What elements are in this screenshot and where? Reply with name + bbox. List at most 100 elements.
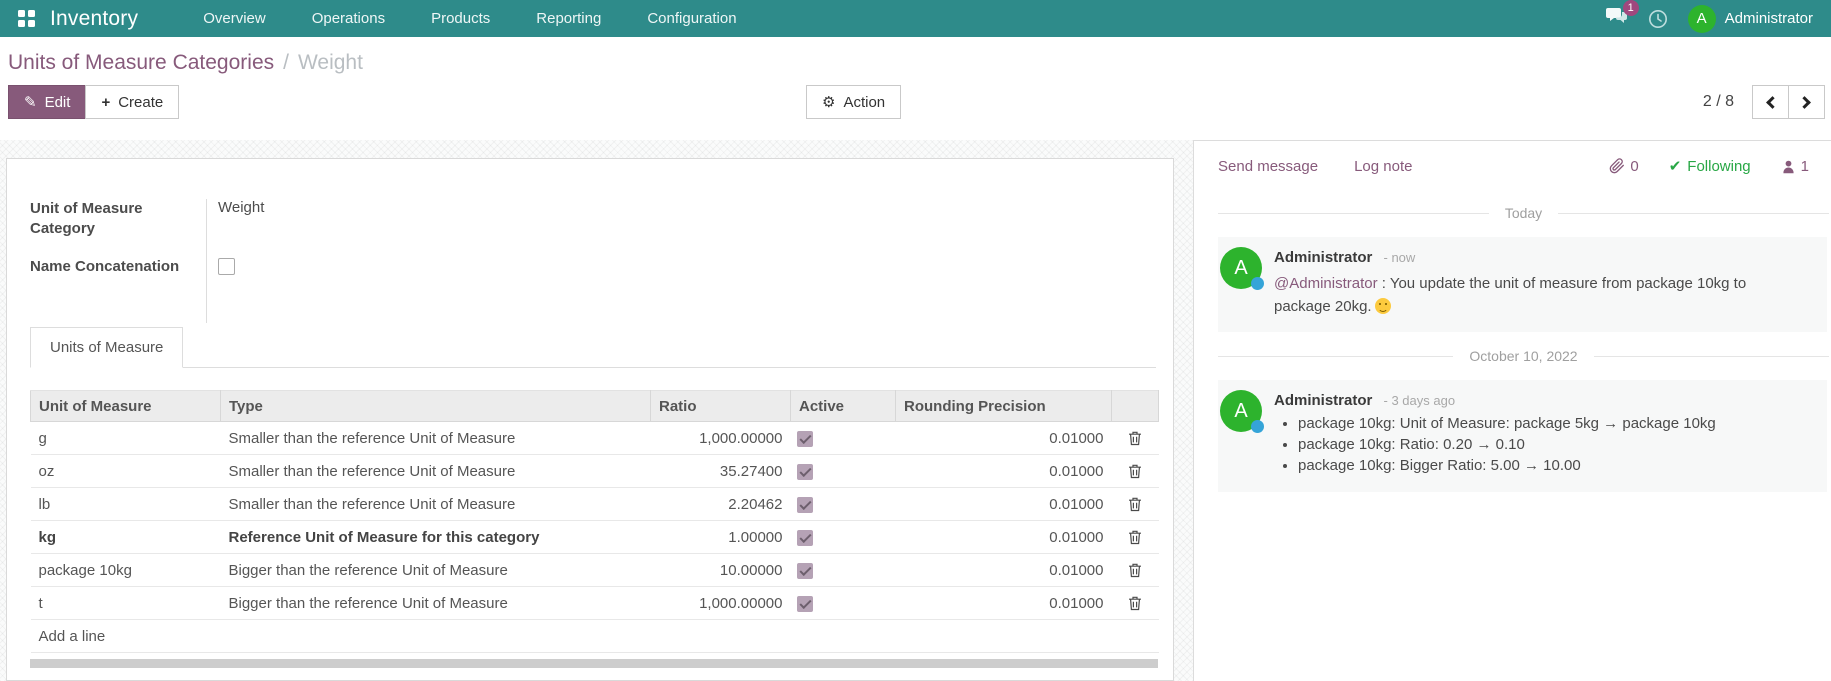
user-menu[interactable]: A Administrator [1687,4,1813,33]
nav-item-overview[interactable]: Overview [203,10,266,27]
message-timestamp: - 3 days ago [1383,393,1456,408]
apps-grid-icon[interactable] [18,9,36,28]
person-icon [1783,160,1794,173]
category-field-label: Unit of Measure Category [30,200,143,238]
breadcrumb: Units of Measure Categories / Weight [8,51,1825,75]
message-header: Administrator - now [1274,249,1779,266]
app-name[interactable]: Inventory [50,6,139,30]
chatter-toolbar: Send message Log note 0 ✔ Following 1 [1218,141,1829,189]
table-row-package-10kg[interactable]: package 10kg Bigger than the reference U… [30,553,1159,587]
message-author[interactable]: Administrator [1274,392,1373,409]
tracking-value: package 10kg: Bigger Ratio: 5.00 → 10.00 [1298,457,1716,474]
tracking-value: package 10kg: Ratio: 0.20 → 0.10 [1298,436,1716,453]
table-row-g[interactable]: g Smaller than the reference Unit of Mea… [30,421,1159,455]
smiling-face-emoji [1374,297,1391,314]
top-nav: Inventory Overview Operations Products R… [0,0,1831,37]
breadcrumb-current: Weight [297,51,363,74]
header-type[interactable]: Type [220,390,651,422]
chatter-message: A Administrator - 3 days ago package 10k… [1218,380,1827,492]
tab-units-of-measure[interactable]: Units of Measure [30,327,184,368]
message-avatar[interactable]: A [1220,390,1264,433]
uom-table: Unit of Measure Type Ratio Active Roundi… [30,390,1159,653]
active-checkbox[interactable] [796,562,813,579]
table-row-kg[interactable]: kg Reference Unit of Measure for this ca… [30,520,1159,554]
header-delete [1111,390,1159,422]
active-checkbox[interactable] [796,496,813,513]
delete-row-icon[interactable] [1128,464,1142,479]
table-row-lb[interactable]: lb Smaller than the reference Unit of Me… [30,487,1159,521]
create-button[interactable]: + Create [85,85,180,119]
active-checkbox[interactable] [796,430,813,447]
concatenation-field-label: Name Concatenation [30,258,180,275]
message-body: @Administrator : You update the unit of … [1274,275,1747,315]
chevron-right-icon [1798,95,1811,109]
breadcrumb-parent[interactable]: Units of Measure Categories [8,51,275,74]
active-checkbox[interactable] [796,595,813,612]
messages-icon[interactable]: 1 [1605,0,1639,30]
pager-count: 2 / 8 [1702,93,1734,110]
chevron-left-icon [1766,95,1779,109]
chat-bubbles-icon [1605,8,1627,23]
form-background: Unit of Measure Category Weight Name Con… [0,140,1193,681]
messages-badge: 1 [1622,0,1639,16]
nav-item-operations[interactable]: Operations [311,10,386,27]
mention-link[interactable]: @Administrator [1274,275,1378,292]
message-avatar[interactable]: A [1220,247,1264,290]
notebook-tabs: Units of Measure [30,327,1156,368]
controls-row: ✎ Edit + Create ⚙ Action 2 / 8 [8,85,1825,119]
pager: 2 / 8 [1703,85,1825,119]
add-a-line-row[interactable]: Add a line [30,619,1159,653]
add-a-line-link: Add a line [30,619,1159,653]
following-button[interactable]: ✔ Following [1668,157,1751,176]
header-unit-of-measure[interactable]: Unit of Measure [30,390,221,422]
online-presence-dot [1251,420,1264,433]
form-sheet: Unit of Measure Category Weight Name Con… [6,158,1174,681]
action-button[interactable]: ⚙ Action [806,85,902,119]
pager-next-button[interactable] [1788,85,1825,119]
tracking-value: package 10kg: Unit of Measure: package 5… [1298,415,1716,432]
user-avatar: A [1687,4,1716,33]
horizontal-scrollbar[interactable] [30,659,1158,668]
table-row-oz[interactable]: oz Smaller than the reference Unit of Me… [30,454,1159,488]
follower-count: 1 [1800,157,1809,175]
edit-button[interactable]: ✎ Edit [8,85,87,119]
category-field-value: Weight [206,199,1156,257]
attachment-count: 0 [1630,157,1639,175]
delete-row-icon[interactable] [1128,497,1142,512]
pager-previous-button[interactable] [1752,85,1789,119]
log-note-button[interactable]: Log note [1354,157,1413,175]
check-icon: ✔ [1668,158,1682,175]
field-category: Unit of Measure Category Weight [30,199,1156,257]
gear-icon: ⚙ [822,94,836,111]
nav-item-products[interactable]: Products [431,10,491,27]
paperclip-icon [1610,158,1625,174]
attachments-button[interactable]: 0 [1609,157,1639,175]
active-checkbox[interactable] [796,463,813,480]
followers-button[interactable]: 1 [1781,158,1809,175]
breadcrumb-separator: / [283,51,289,74]
send-message-button[interactable]: Send message [1218,157,1319,175]
message-timestamp: - now [1383,250,1416,265]
tracking-value-list: package 10kg: Unit of Measure: package 5… [1274,415,1716,474]
date-divider-october: October 10, 2022 [1218,348,1829,364]
header-active[interactable]: Active [790,390,896,422]
delete-row-icon[interactable] [1128,596,1142,611]
message-author[interactable]: Administrator [1274,249,1373,266]
pencil-icon: ✎ [24,94,37,111]
nav-item-configuration[interactable]: Configuration [647,10,737,27]
name-concatenation-checkbox[interactable] [218,258,235,275]
activity-clock-icon[interactable] [1648,9,1668,29]
delete-row-icon[interactable] [1128,563,1142,578]
user-name: Administrator [1724,10,1813,27]
control-panel: Units of Measure Categories / Weight ✎ Edi… [0,37,1831,140]
header-ratio[interactable]: Ratio [650,390,791,422]
delete-row-icon[interactable] [1128,431,1142,446]
header-rounding-precision[interactable]: Rounding Precision [895,390,1112,422]
plus-icon: + [101,93,111,111]
active-checkbox[interactable] [796,529,813,546]
nav-item-reporting[interactable]: Reporting [536,10,602,27]
date-divider-today: Today [1218,205,1829,221]
chatter-panel: Send message Log note 0 ✔ Following 1 To… [1193,140,1831,681]
table-row-t[interactable]: t Bigger than the reference Unit of Meas… [30,586,1159,620]
delete-row-icon[interactable] [1128,530,1142,545]
